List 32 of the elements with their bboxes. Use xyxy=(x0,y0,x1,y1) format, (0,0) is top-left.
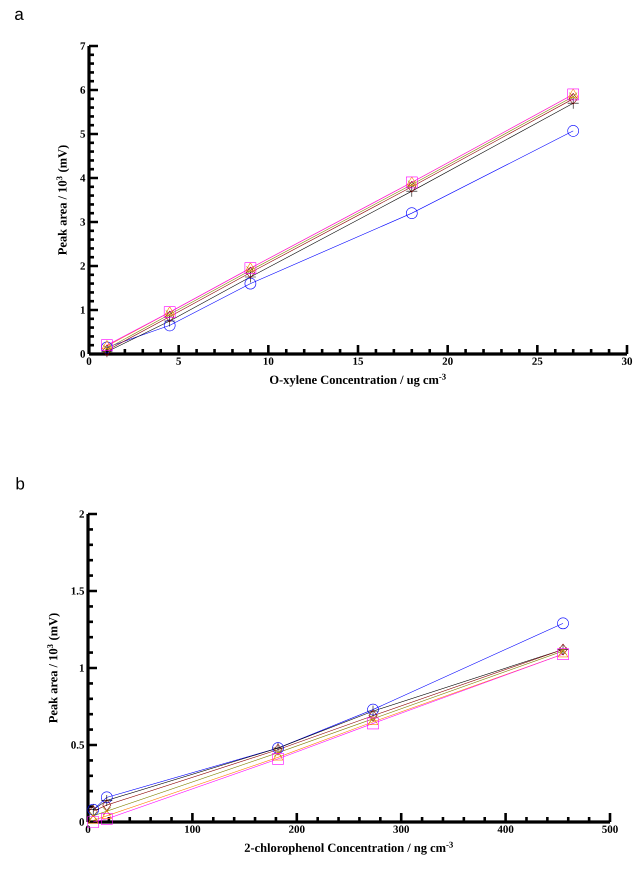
x-axis-title: 2-chlorophenol Concentration / ng cm$^{-3}$ xyxy=(244,842,454,855)
y-tick-label: 1.5 xyxy=(72,587,84,595)
x-tick-label: 100 xyxy=(185,826,200,833)
y-tick-label: 5 xyxy=(80,130,86,138)
x-tick-label: 0 xyxy=(86,358,92,365)
x-tick-label: 30 xyxy=(622,358,632,365)
x-tick-label: 0 xyxy=(86,826,90,833)
y-tick-label: 1 xyxy=(80,306,85,314)
y-tick-label: 6 xyxy=(80,86,86,94)
y-tick-label: 0.5 xyxy=(71,741,84,749)
x-tick-label: 500 xyxy=(602,826,618,833)
y-tick-label: 7 xyxy=(80,42,86,50)
x-tick-label: 10 xyxy=(264,358,274,365)
x-tick-label: 15 xyxy=(353,358,364,365)
y-tick-label: 1 xyxy=(80,664,84,672)
x-tick-label: 20 xyxy=(442,358,453,365)
y-tick-label: 2 xyxy=(80,262,86,270)
y-tick-label: 4 xyxy=(80,174,86,182)
y-tick-label: 0 xyxy=(80,818,84,826)
y-tick-label: 0 xyxy=(80,350,86,358)
chart-title: a xyxy=(15,10,24,20)
y-axis-title: Peak area / 10$^{3}$ (mV) xyxy=(56,145,70,256)
y-axis-title: Peak area / 10$^{3}$ (mV) xyxy=(47,613,60,724)
x-axis-title: O-xylene Concentration / ug cm$^{-3}$ xyxy=(270,374,446,387)
y-tick-label: 2 xyxy=(80,510,84,518)
x-tick-label: 300 xyxy=(393,826,410,833)
y-tick-label: 3 xyxy=(80,218,86,226)
x-tick-label: 200 xyxy=(289,826,305,833)
x-tick-label: 5 xyxy=(176,358,182,365)
chart-title: b xyxy=(16,477,24,490)
x-tick-label: 25 xyxy=(532,358,543,365)
x-tick-label: 400 xyxy=(498,826,514,833)
